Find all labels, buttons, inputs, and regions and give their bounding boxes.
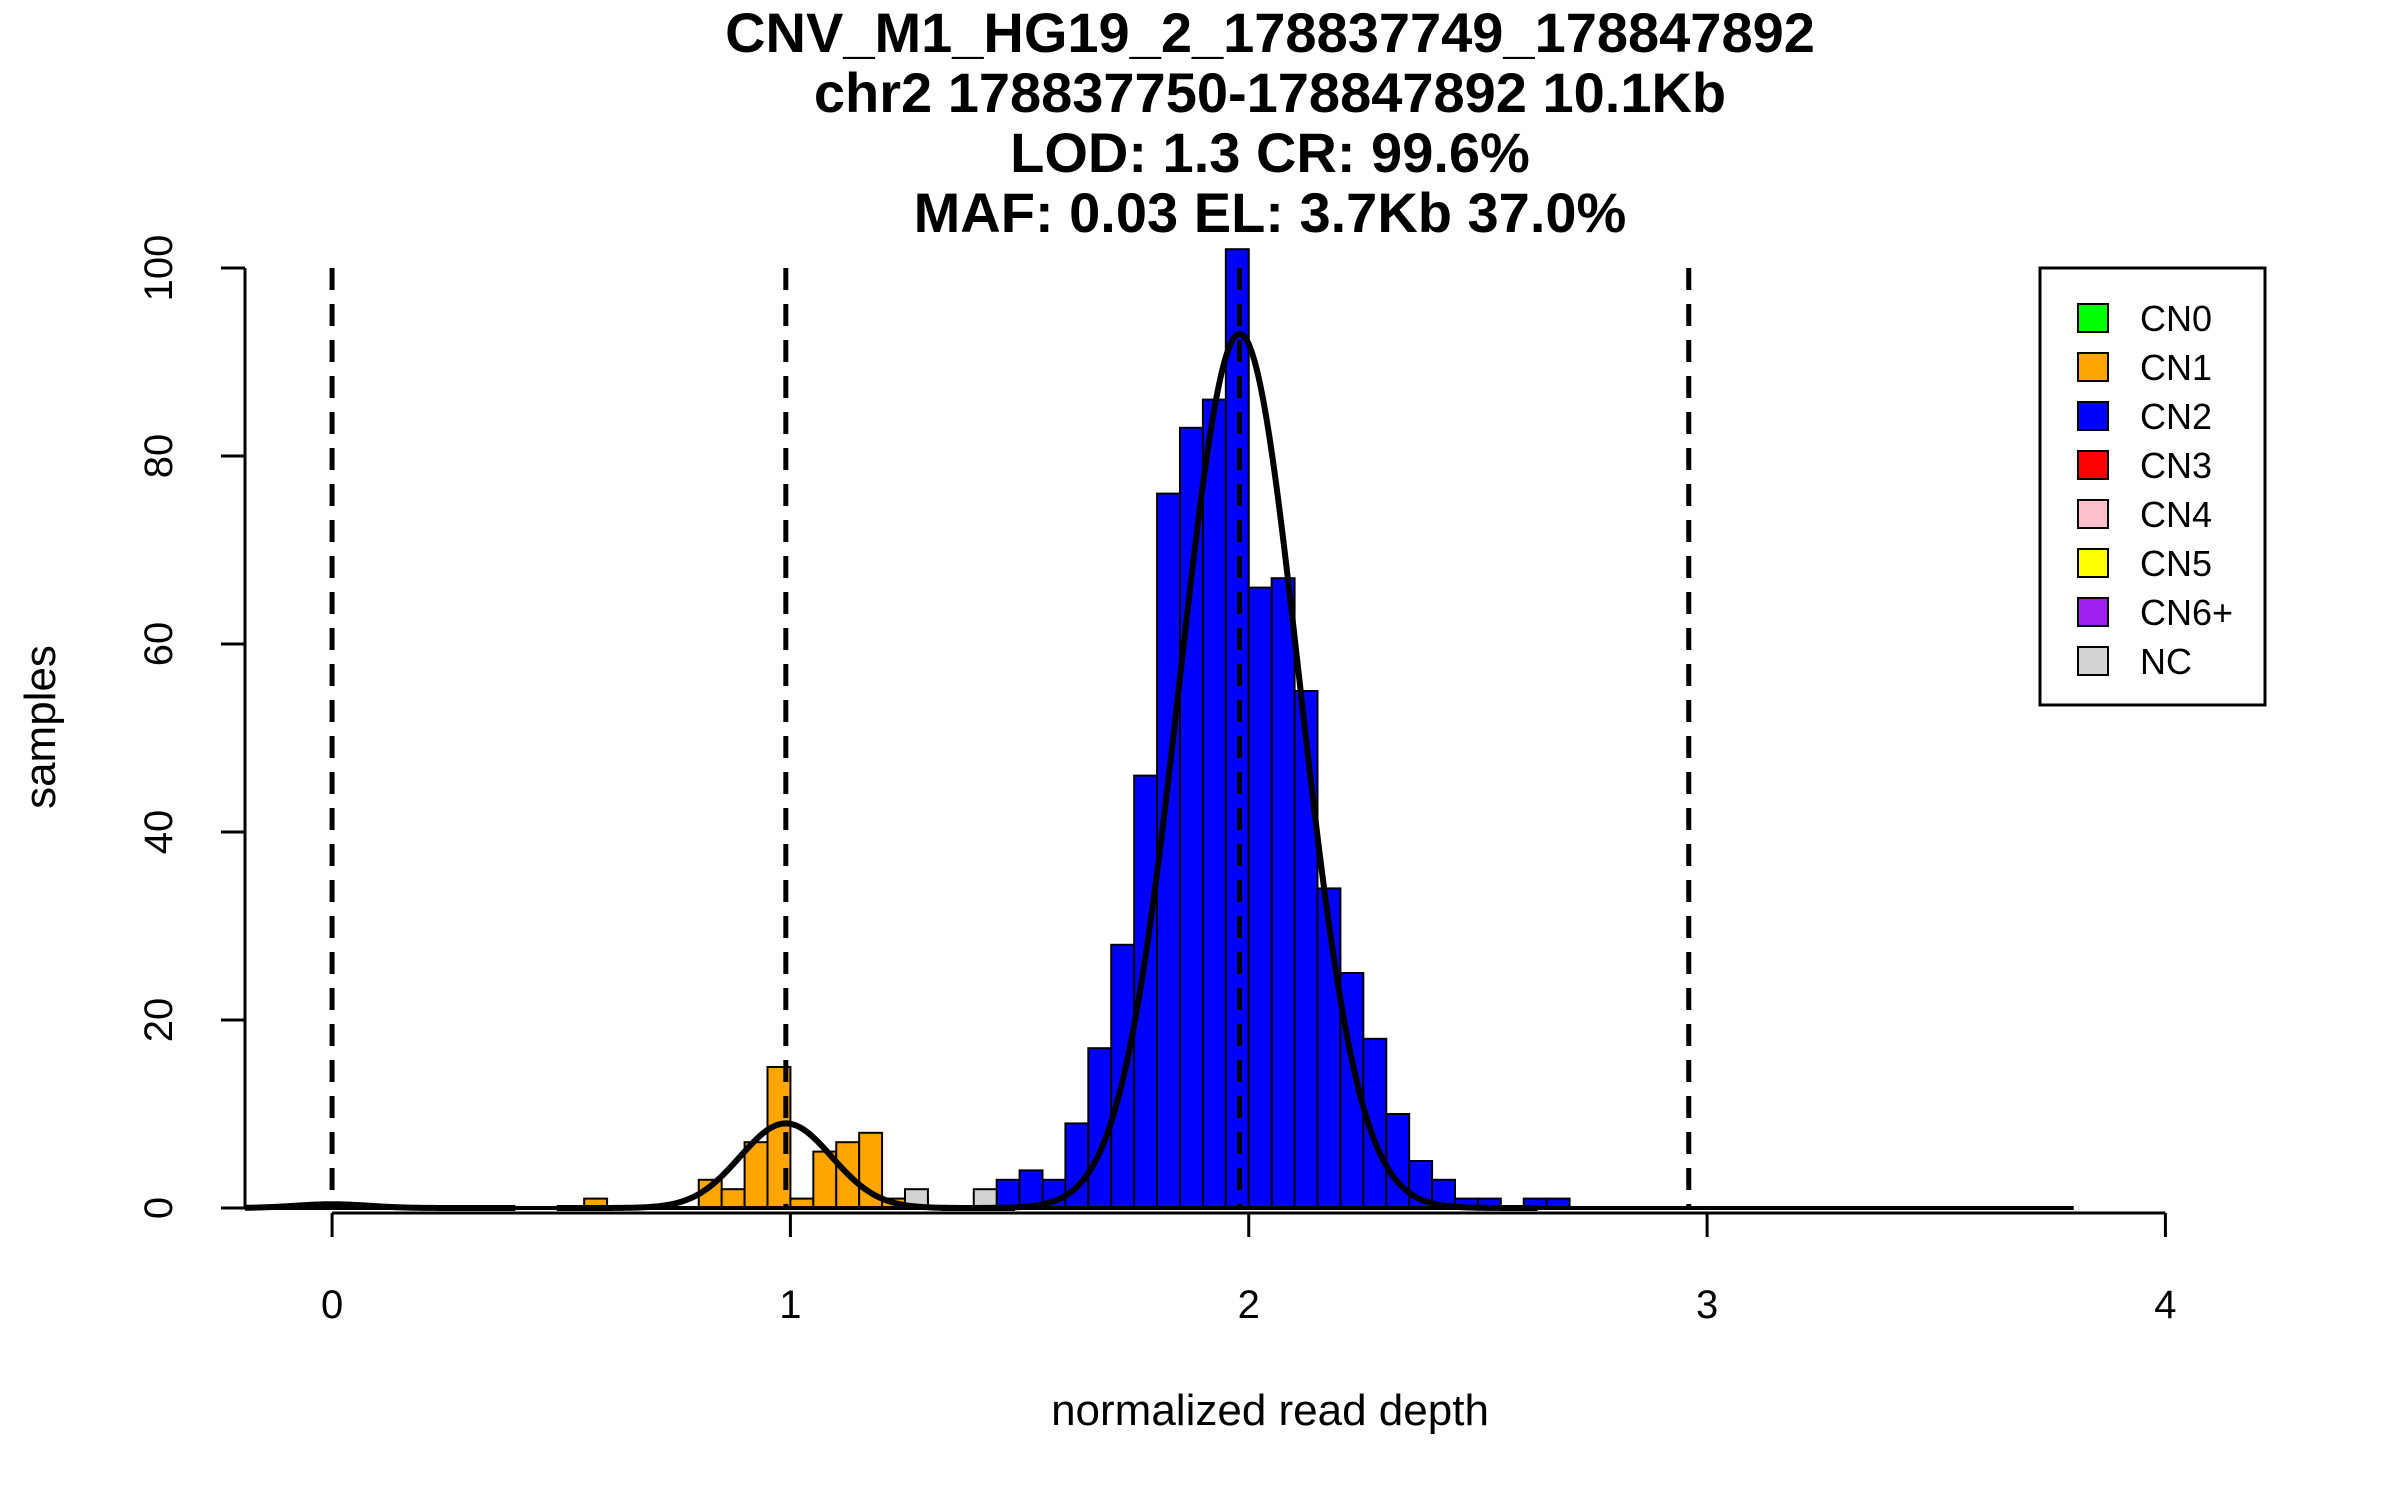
x-axis: 0 1 2 3 4: [321, 1211, 2177, 1327]
bar-cn2-12: [1270, 577, 1296, 1209]
x-tick-label-4: 4: [2154, 1283, 2176, 1327]
y-tick-label-2: 40: [137, 810, 181, 855]
legend-label-cn5: CN5: [2140, 543, 2212, 584]
legend-swatch-cn5: [2077, 548, 2109, 578]
legend-swatch-cn3: [2077, 450, 2109, 480]
legend-label-nc: NC: [2140, 641, 2192, 682]
legend-label-cn6plus: CN6+: [2140, 592, 2233, 633]
legend: CN0 CN1 CN2 CN3 CN4 CN5 CN6+ NC: [2038, 266, 2267, 707]
bar-cn2-13: [1293, 690, 1319, 1209]
legend-box: [2038, 266, 2267, 707]
chart-title: CNV_M1_HG19_2_178837749_178847892 chr2 1…: [725, 1, 1815, 244]
legend-label-cn4: CN4: [2140, 494, 2212, 535]
y-tick-label-4: 80: [137, 434, 181, 479]
legend-swatch-cn2: [2077, 401, 2109, 431]
legend-swatch-cn6plus: [2077, 597, 2109, 627]
x-tick-label-0: 0: [321, 1283, 343, 1327]
bar-cn1-2: [720, 1188, 746, 1209]
fit-curves: [244, 330, 1538, 1211]
bar-cn2-11: [1247, 586, 1273, 1209]
fit-curve-1: [556, 1120, 1015, 1211]
title-line-4: MAF: 0.03 EL: 3.7Kb 37.0%: [914, 181, 1627, 244]
x-tick-label-1: 1: [779, 1283, 801, 1327]
histogram-bars: [331, 248, 1571, 1210]
y-axis: 0 20 40 60 80 100: [137, 235, 247, 1219]
legend-label-cn3: CN3: [2140, 445, 2212, 486]
y-tick-label-0: 0: [137, 1197, 181, 1219]
bar-cn2-0: [995, 1178, 1021, 1210]
title-line-3: LOD: 1.3 CR: 99.6%: [1010, 121, 1530, 184]
x-axis-title: normalized read depth: [1051, 1386, 1489, 1435]
x-tick-label-3: 3: [1696, 1283, 1718, 1327]
y-tick-label-5: 100: [137, 235, 181, 302]
title-line-2: chr2 178837750-178847892 10.1Kb: [814, 61, 1726, 124]
y-tick-label-1: 20: [137, 998, 181, 1043]
fit-curve-0: [244, 1201, 516, 1211]
legend-swatch-cn0: [2077, 303, 2109, 333]
bar-cn2-8: [1179, 426, 1204, 1209]
fit-curve-2: [941, 330, 1538, 1211]
legend-swatch-cn4: [2077, 499, 2109, 529]
legend-label-cn1: CN1: [2140, 347, 2212, 388]
legend-swatch-cn1: [2077, 352, 2109, 382]
y-tick-label-3: 60: [137, 622, 181, 667]
bar-cn2-9: [1201, 398, 1227, 1210]
y-axis-title: samples: [16, 645, 65, 809]
x-tick-label-2: 2: [1238, 1283, 1260, 1327]
legend-swatch-nc: [2077, 646, 2109, 676]
legend-label-cn2: CN2: [2140, 396, 2212, 437]
title-line-1: CNV_M1_HG19_2_178837749_178847892: [725, 1, 1815, 64]
reference-lines: [329, 268, 1692, 1208]
legend-label-cn0: CN0: [2140, 298, 2212, 339]
